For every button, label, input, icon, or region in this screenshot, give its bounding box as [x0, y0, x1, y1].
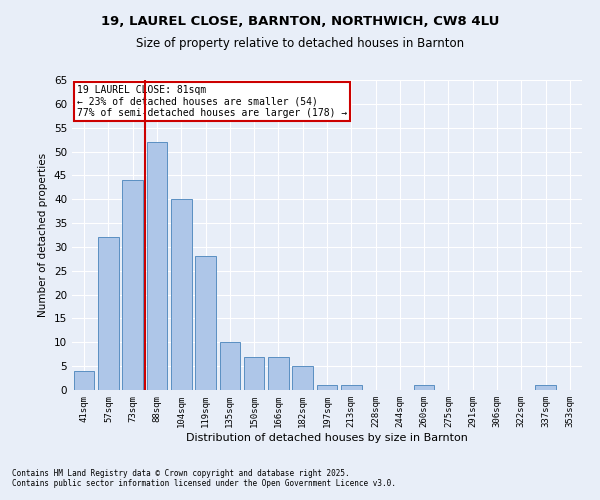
Bar: [74, 371, 94, 390]
Text: 19 LAUREL CLOSE: 81sqm
← 23% of detached houses are smaller (54)
77% of semi-det: 19 LAUREL CLOSE: 81sqm ← 23% of detached…: [77, 84, 347, 118]
Text: Size of property relative to detached houses in Barnton: Size of property relative to detached ho…: [136, 38, 464, 51]
Bar: [146, 142, 167, 390]
Bar: [195, 256, 216, 390]
Bar: [98, 238, 119, 390]
Bar: [292, 366, 313, 390]
Bar: [244, 356, 265, 390]
Bar: [341, 385, 362, 390]
Bar: [317, 385, 337, 390]
Bar: [268, 356, 289, 390]
Text: 19, LAUREL CLOSE, BARNTON, NORTHWICH, CW8 4LU: 19, LAUREL CLOSE, BARNTON, NORTHWICH, CW…: [101, 15, 499, 28]
Bar: [220, 342, 240, 390]
Bar: [122, 180, 143, 390]
X-axis label: Distribution of detached houses by size in Barnton: Distribution of detached houses by size …: [186, 432, 468, 442]
Text: Contains HM Land Registry data © Crown copyright and database right 2025.: Contains HM Land Registry data © Crown c…: [12, 468, 350, 477]
Bar: [535, 385, 556, 390]
Bar: [414, 385, 434, 390]
Text: Contains public sector information licensed under the Open Government Licence v3: Contains public sector information licen…: [12, 478, 396, 488]
Y-axis label: Number of detached properties: Number of detached properties: [38, 153, 49, 317]
Bar: [171, 199, 191, 390]
